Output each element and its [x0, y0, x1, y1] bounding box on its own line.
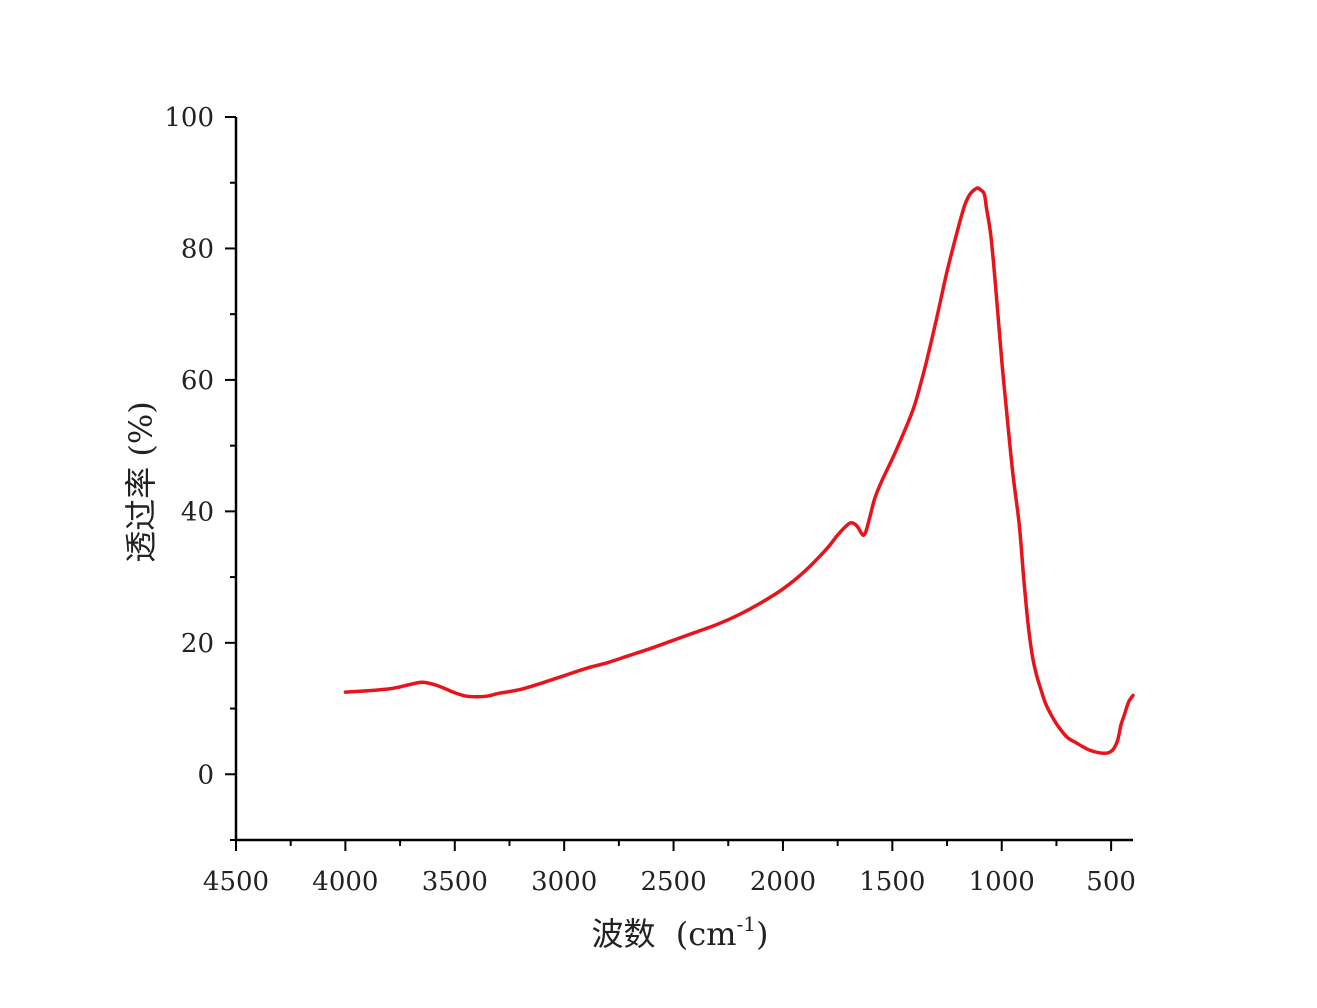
y-tick-label: 0 — [197, 760, 214, 790]
x-tick-label: 4000 — [312, 867, 378, 897]
series-layer — [343, 186, 1135, 755]
x-axis-label: 波数 (cm-1) — [592, 912, 769, 953]
y-tick-label: 20 — [181, 629, 214, 659]
x-tick-label: 2500 — [640, 867, 706, 897]
x-tick-label: 3500 — [422, 867, 488, 897]
x-tick-label: 2000 — [750, 867, 816, 897]
x-tick-label: 3000 — [531, 867, 597, 897]
y-tick-label: 40 — [181, 497, 214, 527]
y-tick-label: 80 — [181, 234, 214, 264]
x-tick-label: 1500 — [859, 867, 925, 897]
x-tick-label: 1000 — [969, 867, 1035, 897]
axes — [234, 117, 1133, 842]
tick-labels: 4500 4000 3500 3000 2500 2000 1500 1000 500 0 20 40… — [164, 103, 1136, 897]
series-line-0 — [343, 186, 1135, 755]
x-axis-label-unit: (cm — [676, 915, 737, 953]
x-tick-label: 4500 — [203, 867, 269, 897]
y-tick-label: 100 — [164, 103, 214, 133]
x-axis-label-unit-sup: -1 — [736, 912, 755, 936]
x-tick-label: 500 — [1086, 867, 1136, 897]
y-axis-label: 透过率 (%) — [122, 401, 160, 563]
x-axis-label-unit-close: ) — [756, 915, 768, 953]
x-axis-label-main: 波数 — [592, 915, 656, 953]
y-tick-label: 60 — [181, 366, 214, 396]
ticks — [225, 116, 1113, 851]
